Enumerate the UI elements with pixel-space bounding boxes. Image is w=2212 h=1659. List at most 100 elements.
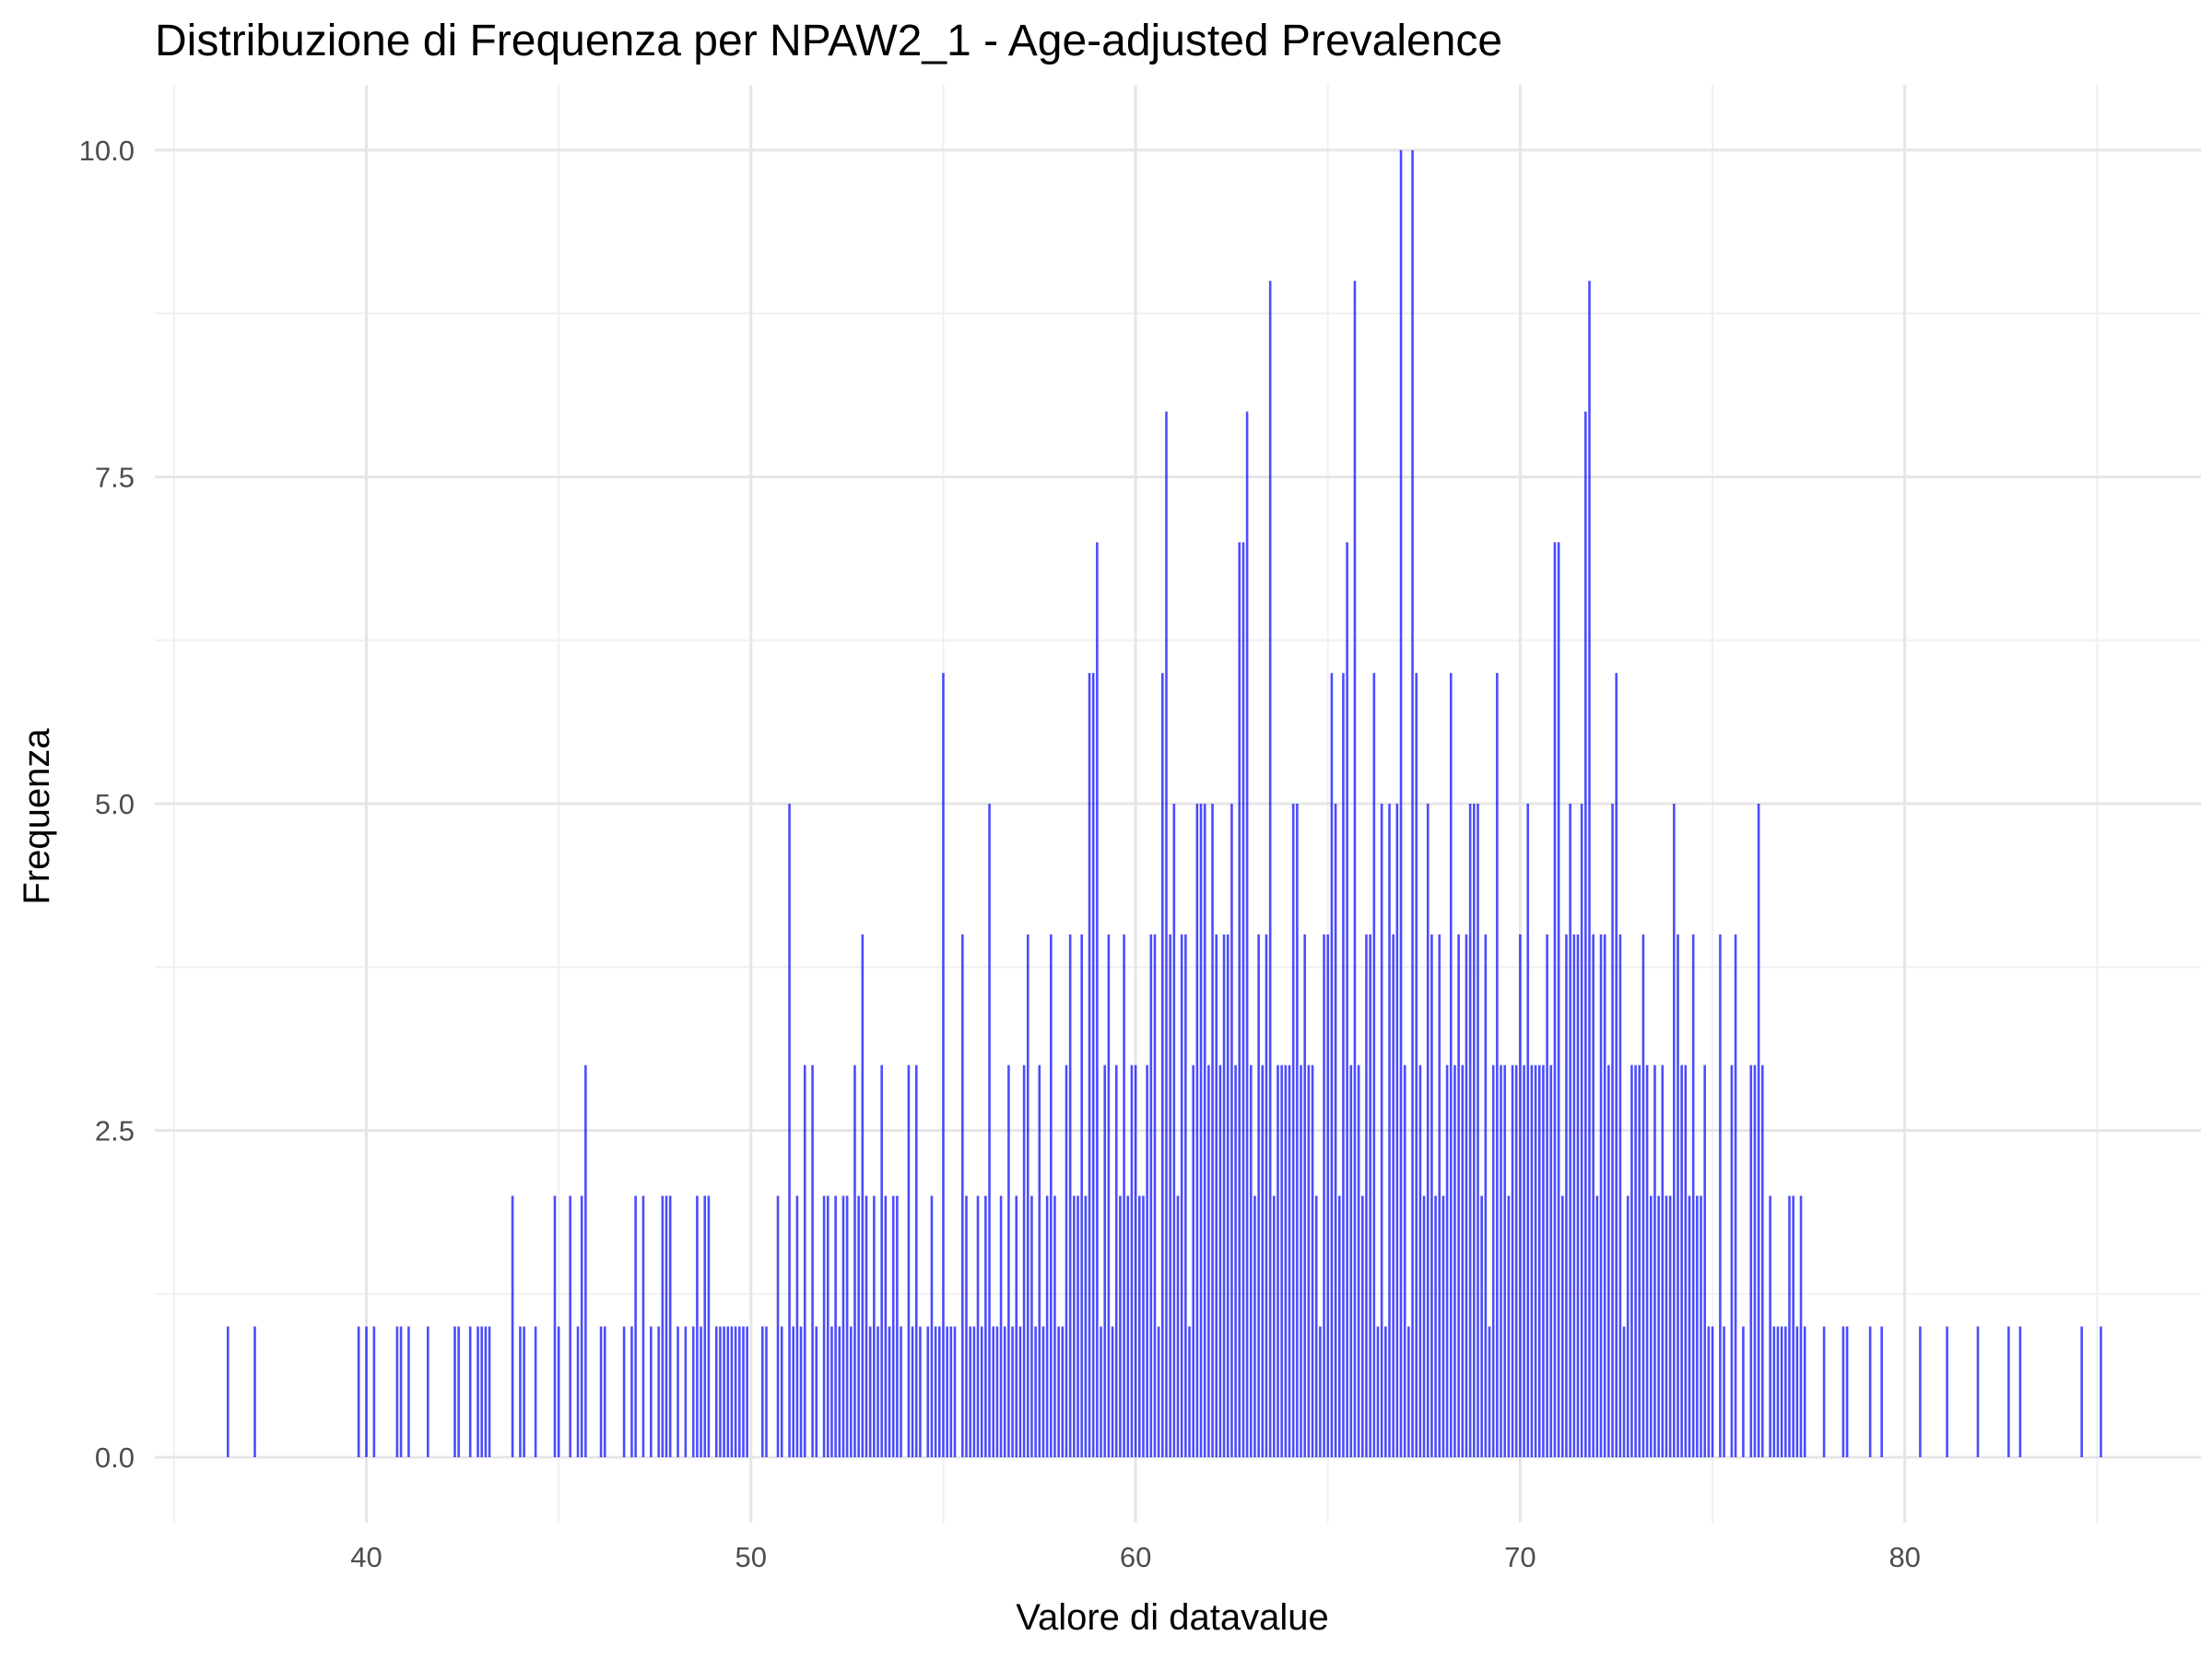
histogram-bar: [253, 1326, 256, 1458]
histogram-bar: [1188, 1326, 1191, 1458]
histogram-bar: [1030, 1195, 1033, 1458]
histogram-bar: [1334, 804, 1337, 1458]
histogram-bar: [961, 934, 964, 1458]
histogram-bar: [2080, 1326, 2083, 1458]
histogram-bar: [780, 1326, 783, 1458]
histogram-bar: [1592, 934, 1594, 1458]
histogram-bar: [634, 1195, 637, 1458]
histogram-bar: [1034, 1326, 1037, 1458]
histogram-bar: [877, 1326, 879, 1458]
histogram-bar: [1395, 804, 1399, 1458]
histogram-bar: [1119, 1195, 1122, 1458]
histogram-bar: [1061, 1326, 1065, 1458]
histogram-bar: [622, 1326, 626, 1458]
histogram-bar: [1630, 1065, 1633, 1458]
histogram-bar: [1769, 1195, 1771, 1458]
histogram-bar: [1392, 934, 1394, 1458]
histogram-bar: [857, 1195, 860, 1458]
histogram-bar: [1822, 1326, 1826, 1458]
chart-title: Distribuzione di Frequenza per NPAW2_1 -…: [155, 17, 1502, 65]
histogram-bar: [1403, 1065, 1406, 1458]
histogram-bar: [1599, 934, 1603, 1458]
histogram-bar: [841, 1195, 845, 1458]
histogram-bar: [1137, 1195, 1141, 1458]
histogram-bar: [2007, 1326, 2010, 1458]
histogram-bar: [776, 1195, 780, 1458]
histogram-bar: [2018, 1326, 2022, 1458]
histogram-bar: [914, 1065, 918, 1458]
histogram-bar: [742, 1326, 745, 1458]
histogram-bar: [511, 1195, 514, 1458]
histogram-bar: [1500, 1065, 1502, 1458]
histogram-bar: [696, 1195, 699, 1458]
histogram-bar: [746, 1326, 748, 1458]
histogram-bar: [1226, 934, 1230, 1458]
histogram-bar: [603, 1326, 606, 1458]
histogram-bar: [1691, 934, 1695, 1458]
histogram-bar: [1588, 280, 1591, 1458]
histogram-bar: [946, 1326, 948, 1458]
histogram-bar: [1611, 804, 1614, 1458]
histogram-bar: [788, 804, 791, 1458]
histogram-bar: [1241, 542, 1245, 1458]
y-tick-label: 7.5: [95, 461, 135, 493]
histogram-bar: [1234, 1065, 1237, 1458]
histogram-bar: [1326, 934, 1330, 1458]
bars-group: [226, 149, 2102, 1458]
histogram-bar: [1103, 1065, 1107, 1458]
histogram-bar: [1618, 934, 1622, 1458]
histogram-bar: [1195, 804, 1199, 1458]
y-axis-title: Frequenza: [17, 728, 57, 905]
histogram-bar: [1176, 1195, 1180, 1458]
histogram-bar: [1041, 1326, 1045, 1458]
histogram-bar: [1146, 1065, 1148, 1458]
y-tick-label: 2.5: [95, 1115, 135, 1147]
histogram-bar: [1534, 1065, 1537, 1458]
histogram-bar: [557, 1326, 560, 1458]
histogram-bar: [1065, 1065, 1068, 1458]
histogram-bar: [1580, 804, 1583, 1458]
histogram-bar: [838, 1326, 841, 1458]
histogram-bar: [1673, 804, 1676, 1458]
histogram-bar: [1126, 1195, 1130, 1458]
histogram-bar: [799, 1326, 803, 1458]
histogram-bar: [1011, 1326, 1014, 1458]
histogram-bar: [1273, 1195, 1276, 1458]
y-tick-label: 10.0: [79, 135, 135, 167]
histogram-bar: [700, 1326, 702, 1458]
histogram-bar: [1572, 934, 1576, 1458]
histogram-bar: [1622, 1326, 1626, 1458]
histogram-bar: [919, 1326, 922, 1458]
histogram-bar: [1349, 1065, 1353, 1458]
histogram-bar: [641, 1195, 645, 1458]
histogram-bar: [1480, 1195, 1483, 1458]
histogram-bar: [822, 1195, 826, 1458]
histogram-bar: [1111, 1326, 1114, 1458]
histogram-bar: [1218, 1065, 1222, 1458]
histogram-bar: [677, 1326, 679, 1458]
histogram-bar: [1080, 934, 1083, 1458]
histogram-bar: [761, 1326, 764, 1458]
histogram-bar: [1742, 1326, 1745, 1458]
histogram-bar: [630, 1326, 633, 1458]
x-tick-label: 40: [350, 1541, 382, 1573]
histogram-bar: [1441, 1195, 1445, 1458]
histogram-bar: [1265, 934, 1268, 1458]
histogram-bar: [1546, 934, 1548, 1458]
histogram-bar: [726, 1326, 730, 1458]
histogram-bar: [1684, 1065, 1688, 1458]
histogram-bar: [1638, 1065, 1641, 1458]
histogram-bar: [891, 1195, 895, 1458]
tick-labels: 40 50 60 70 80 0.0 2.5 5.0 7.5 10.0: [79, 135, 1921, 1573]
histogram-bar: [484, 1326, 488, 1458]
histogram-bar: [1415, 673, 1418, 1458]
histogram-bar: [1530, 1065, 1534, 1458]
histogram-bar: [519, 1326, 522, 1458]
histogram-bar: [1142, 1195, 1145, 1458]
histogram-bar: [1380, 804, 1383, 1458]
histogram-bar: [480, 1326, 483, 1458]
histogram-bar: [1461, 1065, 1465, 1458]
histogram-bar: [949, 1326, 953, 1458]
histogram-bar: [1473, 804, 1476, 1458]
histogram-bar: [1357, 1065, 1360, 1458]
